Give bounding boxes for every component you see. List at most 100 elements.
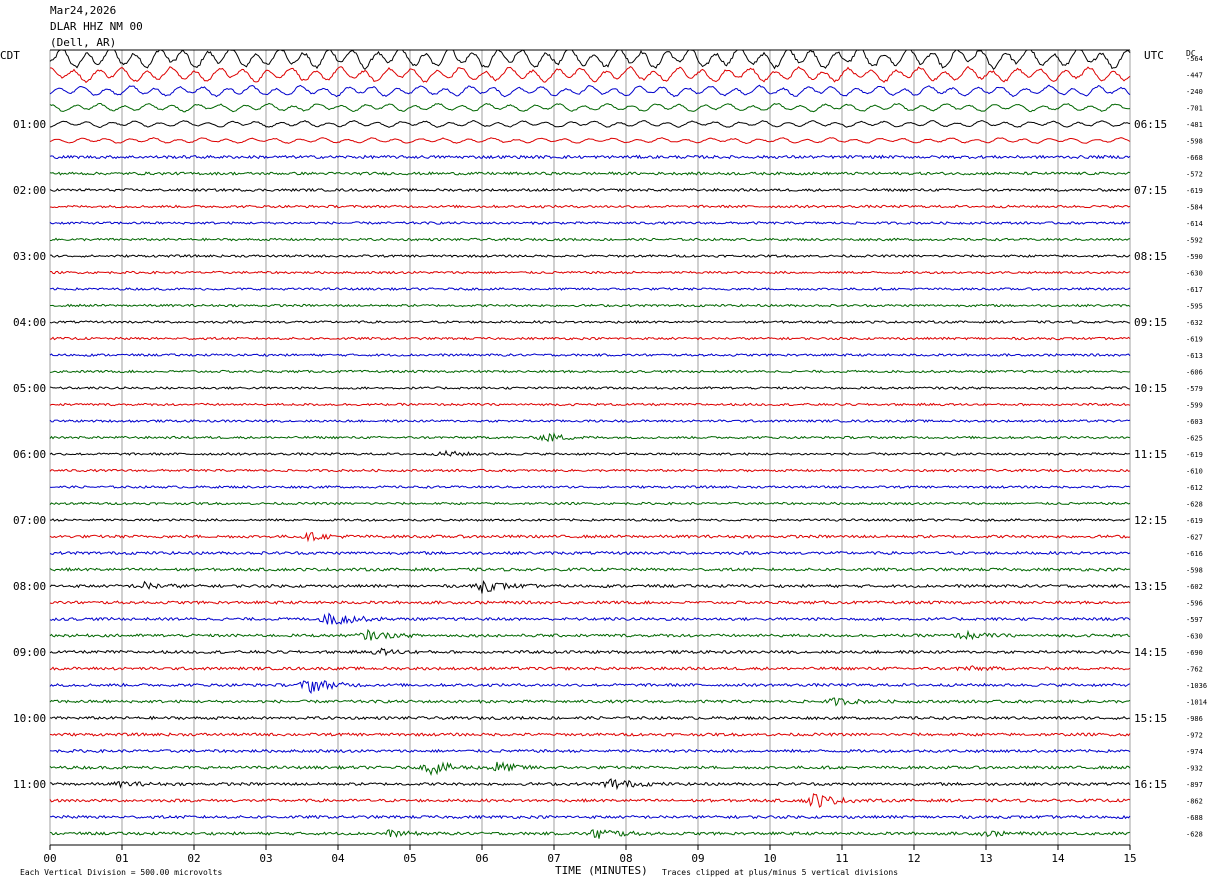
trace-line xyxy=(49,386,1131,390)
left-hour-label: 02:00 xyxy=(13,184,46,197)
dc-offset-label: -668 xyxy=(1186,154,1203,162)
dc-offset-label: -627 xyxy=(1186,534,1203,542)
x-tick-label: 15 xyxy=(1123,852,1136,865)
x-tick-label: 11 xyxy=(835,852,848,865)
trace-line xyxy=(49,187,1131,193)
dc-offset-label: -625 xyxy=(1186,435,1203,443)
dc-offset-label: -606 xyxy=(1186,369,1203,377)
dc-offset-label: -590 xyxy=(1186,253,1203,261)
trace-line xyxy=(49,154,1131,160)
time-grid xyxy=(49,49,1131,850)
axis-labels: 00 01 02 03 04 05 06 07 08 09 10 11 12 13 14 15 -564 -447… xyxy=(13,55,1207,865)
left-hour-label: 08:00 xyxy=(13,580,46,593)
header-location: (Dell, AR) xyxy=(50,36,117,49)
trace-line xyxy=(49,432,1131,443)
left-timezone-label: CDT xyxy=(0,49,20,62)
dc-offset-label: -688 xyxy=(1186,814,1203,822)
x-tick-label: 10 xyxy=(763,852,776,865)
x-tick-label: 02 xyxy=(187,852,200,865)
trace-line xyxy=(49,303,1131,308)
x-tick-label: 01 xyxy=(115,852,128,865)
trace-line xyxy=(49,567,1130,572)
dc-offset-label: -897 xyxy=(1186,781,1203,789)
left-hour-label: 04:00 xyxy=(13,316,46,329)
trace-line xyxy=(49,680,1131,695)
dc-offset-label: -595 xyxy=(1186,303,1203,311)
right-hour-label: 16:15 xyxy=(1134,778,1167,791)
left-hour-label: 10:00 xyxy=(13,712,46,725)
right-hour-label: 08:15 xyxy=(1134,250,1167,263)
dc-offset-label: -572 xyxy=(1186,171,1203,179)
dc-offset-label: -597 xyxy=(1186,616,1203,624)
trace-line xyxy=(49,204,1131,209)
dc-offset-label: -596 xyxy=(1186,600,1203,608)
dc-offset-label: -701 xyxy=(1186,105,1203,113)
dc-offset-label: -630 xyxy=(1186,633,1203,641)
trace-line xyxy=(49,270,1131,275)
dc-offset-label: -617 xyxy=(1186,286,1203,294)
left-hour-label: 05:00 xyxy=(13,382,46,395)
right-hour-label: 10:15 xyxy=(1134,382,1167,395)
dc-offset-label: -602 xyxy=(1186,583,1203,591)
dc-offset-label: -690 xyxy=(1186,649,1203,657)
x-tick-label: 13 xyxy=(979,852,992,865)
trace-line xyxy=(49,665,1131,672)
right-hour-label: 14:15 xyxy=(1134,646,1167,659)
dc-offset-label: -564 xyxy=(1186,55,1203,63)
left-hour-label: 11:00 xyxy=(13,778,46,791)
trace-line xyxy=(49,829,1131,839)
trace-line xyxy=(49,600,1131,605)
trace-line xyxy=(50,254,1131,258)
trace-line xyxy=(49,485,1131,489)
trace-line xyxy=(49,102,1131,113)
trace-line xyxy=(49,49,1131,71)
x-tick-label: 12 xyxy=(907,852,920,865)
x-tick-label: 06 xyxy=(475,852,488,865)
right-hour-label: 09:15 xyxy=(1134,316,1167,329)
trace-line xyxy=(49,468,1131,473)
trace-line xyxy=(49,732,1131,737)
dc-offset-label: -481 xyxy=(1186,121,1203,129)
right-hour-label: 11:15 xyxy=(1134,448,1167,461)
vertical-division-note: Each Vertical Division = 500.00 microvol… xyxy=(20,868,223,877)
dc-offset-label: -616 xyxy=(1186,550,1203,558)
trace-line xyxy=(49,369,1131,374)
dc-offset-label: -598 xyxy=(1186,138,1203,146)
seismic-traces xyxy=(49,49,1131,839)
left-hour-label: 01:00 xyxy=(13,118,46,131)
dc-offset-label: -619 xyxy=(1186,187,1203,195)
trace-line xyxy=(49,647,1131,657)
dc-offset-label: -619 xyxy=(1186,336,1203,344)
dc-offset-label: -632 xyxy=(1186,319,1203,327)
trace-line xyxy=(49,402,1131,407)
right-hour-label: 13:15 xyxy=(1134,580,1167,593)
trace-line xyxy=(49,353,1131,357)
x-axis-title: TIME (MINUTES) xyxy=(555,864,648,877)
dc-offset-label: -584 xyxy=(1186,204,1203,212)
trace-line xyxy=(49,612,1131,625)
trace-line xyxy=(49,287,1131,291)
trace-line xyxy=(49,501,1131,506)
left-hour-label: 06:00 xyxy=(13,448,46,461)
trace-line xyxy=(50,518,1130,522)
trace-line xyxy=(49,715,1130,721)
dc-offset-label: -862 xyxy=(1186,798,1203,806)
dc-offset-label: -630 xyxy=(1186,270,1203,278)
dc-offset-label: -613 xyxy=(1186,352,1203,360)
trace-line xyxy=(49,793,1131,808)
x-tick-label: 04 xyxy=(331,852,345,865)
dc-offset-label: -1014 xyxy=(1186,699,1207,707)
trace-line xyxy=(49,748,1131,754)
dc-offset-label: -972 xyxy=(1186,732,1203,740)
trace-line xyxy=(49,220,1131,226)
dc-offset-label: -1036 xyxy=(1186,682,1207,690)
right-hour-label: 15:15 xyxy=(1134,712,1167,725)
trace-line xyxy=(49,336,1131,341)
trace-line xyxy=(49,778,1131,791)
left-hour-label: 03:00 xyxy=(13,250,46,263)
left-hour-label: 07:00 xyxy=(13,514,46,527)
trace-line xyxy=(49,449,1131,457)
trace-line xyxy=(49,531,1131,543)
trace-line xyxy=(49,320,1131,324)
